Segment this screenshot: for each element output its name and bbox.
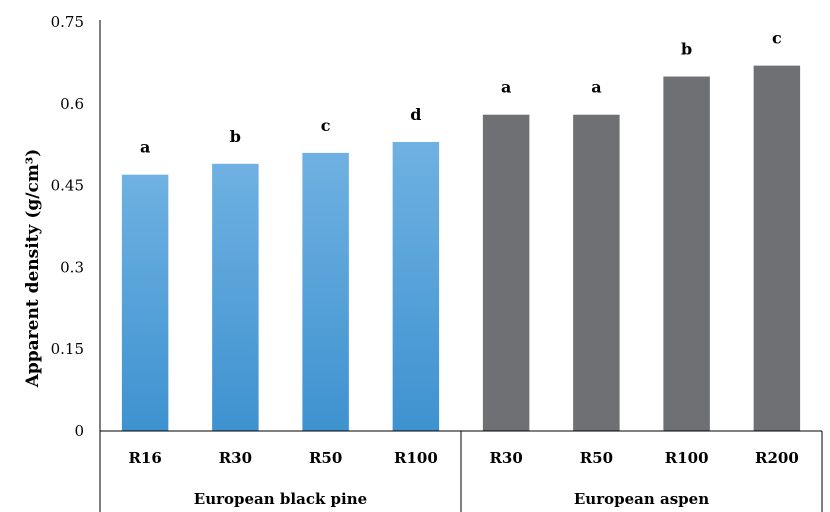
bars-layer: [121, 65, 801, 432]
bar-aspen-r100: [663, 76, 710, 432]
x-category-label: R100: [394, 449, 438, 467]
y-tick-label: 0.3: [60, 258, 84, 276]
significance-letter: c: [321, 116, 331, 135]
bar-aspen-r30: [482, 114, 530, 431]
x-category-label: R50: [309, 449, 342, 467]
bar-pine-r30: [212, 163, 259, 431]
y-axis-title: Apparent density (g/cm³): [23, 149, 43, 389]
x-category-label: R30: [219, 449, 252, 467]
significance-letter: d: [410, 105, 421, 124]
bar-pine-r50: [302, 152, 349, 431]
significance-letter: b: [681, 40, 692, 59]
y-tick-label: 0.15: [51, 340, 84, 358]
significance-letters: a b c d a a b c: [140, 29, 782, 157]
significance-letter: a: [501, 78, 511, 97]
y-tick-label: 0.6: [60, 95, 84, 113]
significance-letter: b: [230, 127, 241, 146]
y-axis-ticks: 0 0.15 0.3 0.45 0.6 0.75: [51, 13, 84, 440]
significance-letter: a: [140, 138, 150, 157]
bar-aspen-r50: [573, 114, 620, 431]
x-category-label: R200: [755, 449, 799, 467]
y-tick-label: 0: [74, 422, 84, 440]
y-tick-label: 0.75: [51, 13, 84, 31]
x-category-label: R16: [128, 449, 161, 467]
significance-letter: c: [772, 29, 782, 48]
bar-pine-r100: [392, 141, 440, 431]
significance-letter: a: [591, 78, 601, 97]
group-label: European aspen: [574, 490, 709, 508]
bar-aspen-r200: [753, 65, 801, 432]
x-category-label: R50: [580, 449, 613, 467]
axes-layer: [99, 20, 823, 512]
group-label: European black pine: [194, 490, 367, 508]
y-tick-label: 0.45: [51, 177, 84, 195]
bar-pine-r16: [121, 174, 169, 431]
x-category-label: R30: [489, 449, 522, 467]
group-labels: European black pine European aspen: [194, 490, 709, 508]
x-category-label: R100: [665, 449, 709, 467]
x-axis-labels: R16 R30 R50 R100 R30 R50 R100 R200: [128, 449, 798, 467]
